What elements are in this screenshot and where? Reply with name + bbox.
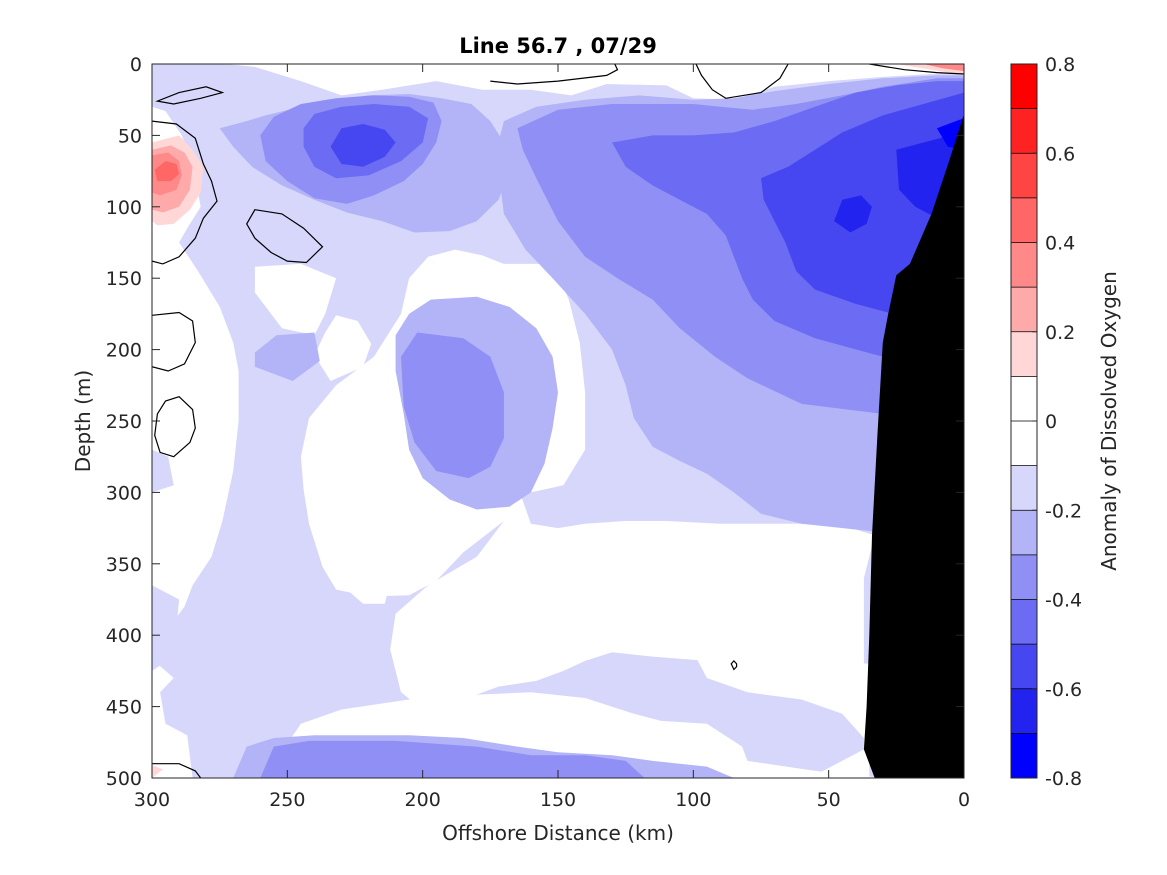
colorbar-tick-label: -0.6 [1045,679,1082,701]
y-tick-label: 0 [130,54,142,76]
colorbar-tick-label: -0.2 [1045,500,1082,522]
anomaly-region-10 [693,652,870,778]
colorbar-ticks: 0.8 0.6 0.4 0.2 0 -0.2 -0.4 -0.6 -0.8 [1032,54,1082,790]
y-tick-label: 300 [106,482,142,504]
y-tick-label: 200 [106,340,142,362]
colorbar-segment-2 [1011,153,1037,198]
y-axis: 0 50 100 150 200 250 300 350 400 450 500 [106,54,964,790]
zero-contour-2 [246,209,324,264]
x-tick-label: 300 [134,789,170,811]
colorbar-segment-4 [1011,242,1037,288]
colorbar-tick-label: 0 [1045,411,1057,433]
anomaly-region-2 [152,585,180,671]
chart-title: Line 56.7 , 07/29 [459,34,657,58]
x-tick-label: 0 [958,789,970,811]
zero-contour-9 [730,660,738,671]
bathymetry-mask [863,114,964,778]
colorbar-segment-7 [1011,376,1037,421]
colorbar-tick-label: 0.8 [1045,54,1075,76]
anomaly-region-32 [923,64,964,72]
x-axis: 300 250 200 150 100 50 0 [134,64,970,811]
y-tick-label: 150 [106,268,142,290]
zero-contour-7 [869,64,964,75]
anomaly-region-6 [390,249,875,710]
anomaly-region-1 [152,449,174,493]
anomaly-region-33 [152,765,163,778]
colorbar-segment-0 [1011,64,1037,109]
colorbar-segment-8 [1011,421,1037,466]
colorbar-label: Anomaly of Dissolved Oxygen [1097,271,1121,571]
zero-contours [152,64,964,778]
anomaly-region-24 [834,195,872,233]
colorbar-tick-label: 0.6 [1045,143,1075,165]
colorbar-segment-1 [1011,108,1037,154]
bathymetry [863,114,964,778]
anomaly-region-15 [254,332,320,381]
zero-contour-4 [154,396,196,458]
y-tick-label: 50 [118,125,142,147]
y-tick-label: 500 [106,768,142,790]
anomaly-region-8 [314,315,372,381]
colorbar-segment-3 [1011,197,1037,243]
colorbar-segment-6 [1011,331,1037,377]
anomaly-region-22 [330,124,396,167]
colorbar-segment-14 [1011,688,1037,734]
colorbar-segment-13 [1011,644,1037,689]
colorbar-tick-label: 0.4 [1045,233,1075,255]
colorbar-tick-label: -0.8 [1045,768,1082,790]
y-axis-label: Depth (m) [71,370,95,472]
colorbar-segment-10 [1011,510,1037,555]
x-tick-label: 50 [817,789,841,811]
x-tick-label: 100 [675,789,711,811]
zero-contour-5 [490,64,619,85]
colorbar-segment-11 [1011,554,1037,600]
x-tick-label: 150 [540,789,576,811]
y-tick-label: 450 [106,697,142,719]
colorbar-segment-15 [1011,733,1037,778]
zero-contour-8 [152,763,202,778]
anomaly-region-3 [254,263,337,336]
colorbar-tick-label: 0.2 [1045,322,1075,344]
anomaly-region-19 [260,740,645,778]
y-tick-label: 250 [106,411,142,433]
colorbar-segment-12 [1011,599,1037,645]
y-tick-label: 400 [106,625,142,647]
colorbar [1011,63,1037,778]
colorbar-segment-5 [1011,287,1037,332]
colorbar-segment-9 [1011,465,1037,511]
colorbar-tick-label: -0.4 [1045,590,1082,612]
y-tick-label: 100 [106,197,142,219]
zero-contour-3 [152,311,196,372]
x-tick-label: 200 [405,789,441,811]
anomaly-field [152,64,964,778]
anomaly-region-30 [154,161,180,182]
anomaly-region-9 [336,560,391,604]
zero-contour-6 [695,64,789,99]
x-axis-label: Offshore Distance (km) [442,821,674,845]
y-tick-label: 350 [106,554,142,576]
zero-contour-0 [155,86,225,105]
x-tick-label: 250 [269,789,305,811]
zero-contour-1 [152,120,218,265]
anomaly-region-18 [401,332,504,479]
